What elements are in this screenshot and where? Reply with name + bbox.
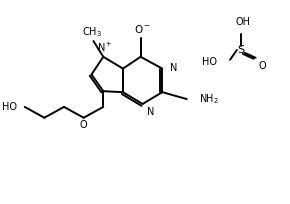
Text: OH: OH	[235, 17, 250, 27]
Text: HO: HO	[202, 57, 217, 67]
Text: N$^+$: N$^+$	[97, 41, 113, 54]
Text: S: S	[237, 45, 244, 55]
Text: HO: HO	[2, 102, 17, 112]
Text: N: N	[170, 63, 177, 73]
Text: O: O	[80, 120, 88, 130]
Text: NH$_2$: NH$_2$	[199, 92, 219, 106]
Text: O: O	[259, 61, 266, 71]
Text: N: N	[146, 107, 154, 117]
Text: O$^-$: O$^-$	[134, 23, 151, 35]
Text: CH$_3$: CH$_3$	[81, 25, 102, 39]
